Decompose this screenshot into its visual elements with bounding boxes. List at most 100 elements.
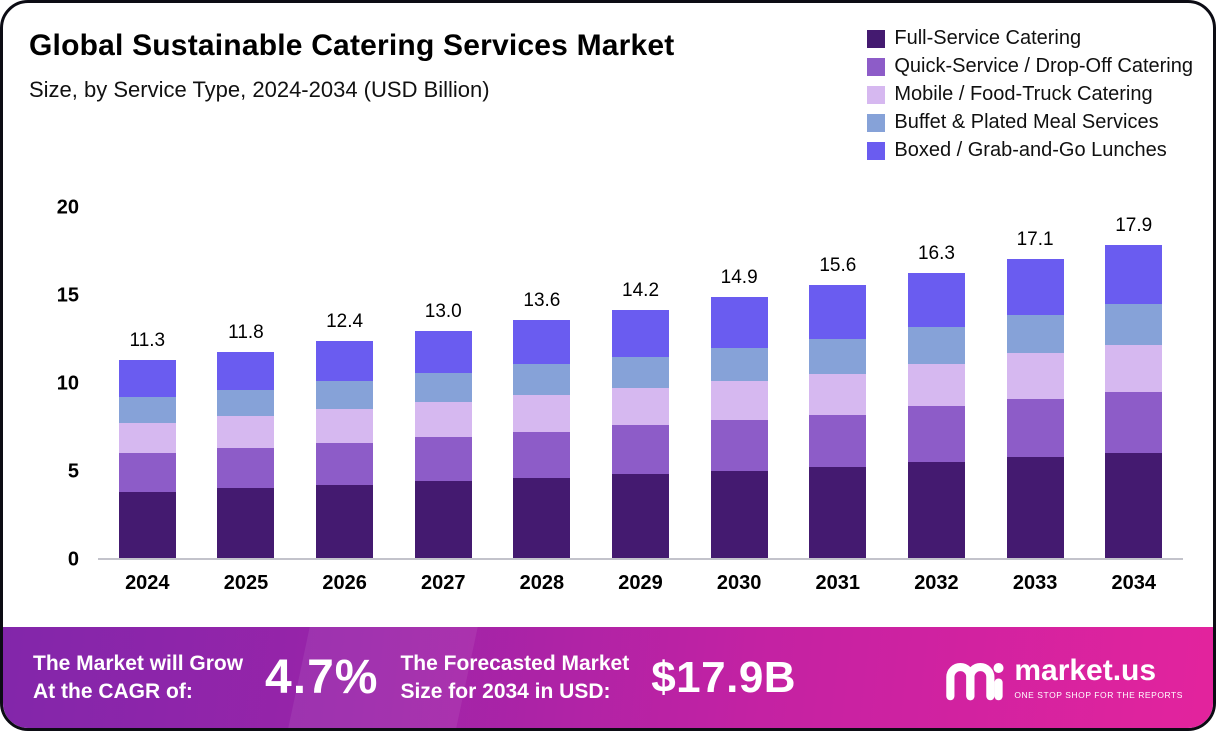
x-axis-label: 2025 — [223, 572, 269, 594]
legend: Full-Service Catering Quick-Service / Dro… — [867, 27, 1193, 162]
bar-stack — [612, 309, 670, 558]
bar-segment — [118, 423, 176, 453]
brand-text: market.us ONE STOP SHOP FOR THE REPORTS — [1014, 653, 1183, 700]
bar-segment — [316, 484, 374, 558]
x-axis-label: 2026 — [322, 572, 367, 594]
bar-segment — [1006, 456, 1064, 558]
bar-column: 13.6 — [493, 208, 592, 558]
bar-segment — [1006, 314, 1064, 354]
legend-label: Full-Service Catering — [894, 27, 1082, 49]
legend-item: Quick-Service / Drop-Off Catering — [867, 55, 1193, 78]
bar-segment — [710, 419, 768, 471]
chart-header: Global Sustainable Catering Services Mar… — [29, 29, 675, 103]
bar-segment — [217, 390, 275, 417]
bar-total-label: 14.9 — [720, 267, 758, 289]
growth-label-line1: The Market will Grow — [33, 652, 244, 676]
bar-stack — [710, 297, 768, 558]
bar-column: 12.4 — [295, 208, 394, 558]
x-axis-label: 2034 — [1111, 572, 1156, 594]
x-axis-label: 2024 — [125, 572, 170, 594]
y-axis-tick: 0 — [67, 548, 79, 571]
bar-column: 14.2 — [591, 208, 690, 558]
bar-column: 14.9 — [690, 208, 789, 558]
bar-segment — [414, 372, 472, 403]
bar-segment — [513, 432, 571, 478]
chart-title: Global Sustainable Catering Services Mar… — [29, 29, 675, 62]
legend-label: Buffet & Plated Meal Services — [894, 111, 1159, 133]
bar-total-label: 17.1 — [1016, 228, 1054, 250]
forecast-value: $17.9B — [651, 652, 797, 702]
legend-swatch — [867, 29, 886, 48]
bar-segment — [809, 467, 867, 558]
bar-segment — [612, 425, 670, 474]
brand-name: market.us — [1014, 653, 1157, 687]
market-us-icon — [946, 662, 1004, 700]
legend-item: Full-Service Catering — [867, 27, 1193, 50]
bar-stack — [1105, 244, 1163, 558]
bar-segment — [1006, 398, 1064, 457]
bar-column: 11.3 — [98, 208, 197, 558]
bar-segment — [907, 363, 965, 406]
bar-segment — [217, 488, 275, 558]
plot-area: 11.3 11.8 12.4 13.0 13.6 14.2 14.9 15.6 16.3 17.1… — [98, 208, 1183, 560]
bar-segment — [118, 397, 176, 424]
y-axis-tick: 20 — [56, 196, 79, 219]
bar-segment — [710, 381, 768, 420]
bar-column: 16.3 — [887, 208, 986, 558]
chart-subtitle: Size, by Service Type, 2024-2034 (USD Bi… — [29, 77, 490, 102]
legend-label: Boxed / Grab-and-Go Lunches — [894, 139, 1167, 161]
bar-segment — [809, 285, 867, 340]
bar-segment — [513, 320, 571, 364]
x-axis-label: 2029 — [618, 572, 663, 594]
bar-segment — [1105, 304, 1163, 345]
bar-total-label: 16.3 — [917, 242, 955, 264]
bar-segment — [1105, 244, 1163, 305]
legend-swatch — [867, 141, 886, 160]
bar-segment — [118, 453, 176, 492]
bar-segment — [217, 416, 275, 448]
bar-segment — [217, 447, 275, 488]
legend-swatch — [867, 85, 886, 104]
bar-segment — [1105, 344, 1163, 392]
bar-total-label: 12.4 — [326, 311, 364, 332]
x-axis-label: 2032 — [914, 572, 959, 594]
bar-stack — [1006, 258, 1064, 558]
chart-area: 0 5 10 15 20 11.3 11.8 12.4 13.0 13.6 14.2 14.9 15.… — [33, 197, 1183, 594]
bar-segment — [513, 477, 571, 558]
bar-segment — [118, 360, 176, 397]
y-axis-tick: 5 — [67, 460, 79, 483]
legend-item: Buffet & Plated Meal Services — [867, 111, 1193, 134]
bar-stack — [414, 330, 472, 558]
legend-swatch — [867, 57, 886, 76]
bar-stack — [217, 351, 275, 558]
bar-segment — [907, 405, 965, 462]
growth-label: The Market will Grow At the CAGR of: — [33, 650, 243, 705]
bar-segment — [1105, 453, 1163, 558]
legend-label: Quick-Service / Drop-Off Catering — [894, 55, 1193, 77]
x-axis-label: 2031 — [815, 572, 861, 594]
bar-total-label: 13.0 — [424, 300, 462, 322]
forecast-label-line1: The Forecasted Market — [400, 652, 630, 676]
bar-column: 17.1 — [986, 208, 1085, 558]
legend-item: Mobile / Food-Truck Catering — [867, 83, 1193, 106]
bar-segment — [316, 442, 374, 485]
bar-stack — [907, 272, 965, 558]
bar-segment — [217, 351, 275, 390]
bar-segment — [809, 339, 867, 375]
bar-stack — [809, 285, 867, 558]
y-axis-tick: 15 — [56, 284, 79, 307]
bar-segment — [513, 363, 571, 396]
bar-stack — [513, 320, 571, 558]
bar-segment — [612, 388, 670, 425]
bar-segment — [316, 409, 374, 443]
bar-stack — [118, 360, 176, 558]
forecast-label: The Forecasted Market Size for 2034 in U… — [400, 650, 629, 705]
forecast-label-line2: Size for 2034 in USD: — [400, 679, 611, 703]
bar-column: 11.8 — [197, 208, 296, 558]
bar-segment — [1006, 353, 1064, 399]
bar-total-label: 14.2 — [622, 279, 660, 301]
brand-tagline: ONE STOP SHOP FOR THE REPORTS — [1014, 689, 1183, 700]
bar-segment — [907, 461, 965, 558]
bar-segment — [316, 341, 374, 382]
x-axis-label: 2033 — [1012, 572, 1058, 594]
